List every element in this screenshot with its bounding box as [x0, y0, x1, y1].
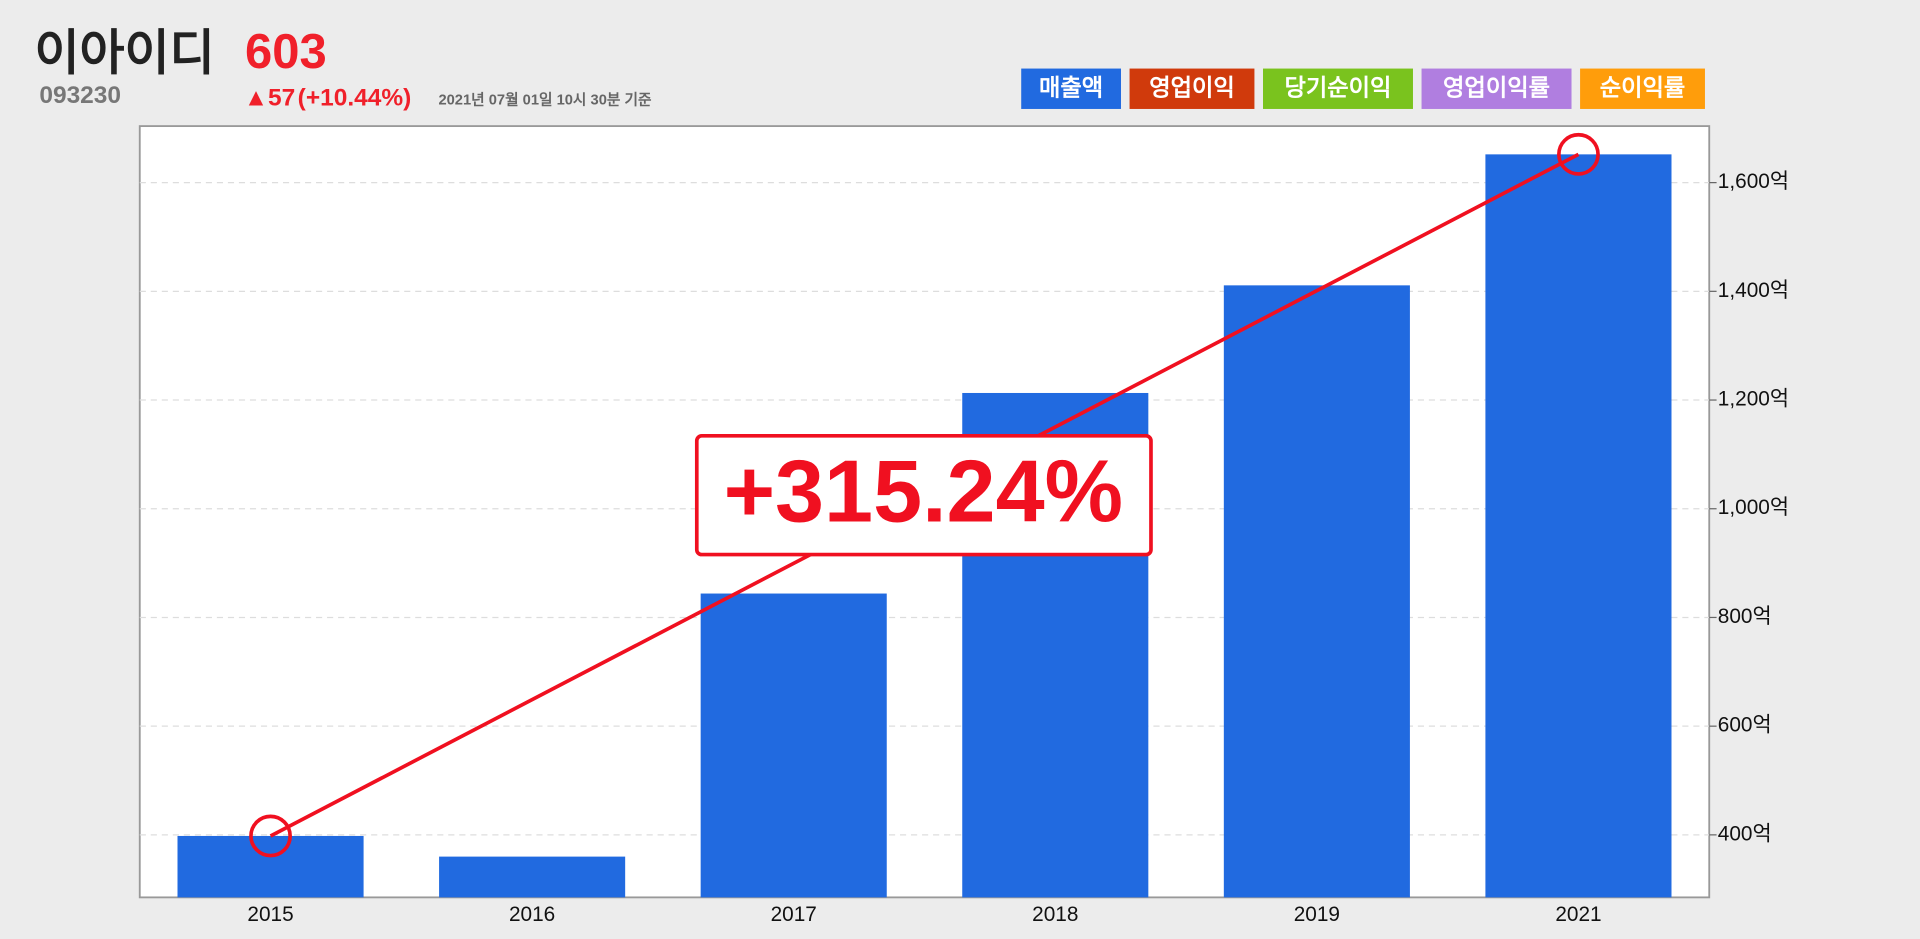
price-change-pct: (+10.44%)	[298, 85, 412, 112]
x-tick-label: 2019	[1294, 903, 1340, 926]
bar	[1223, 285, 1410, 898]
legend-button[interactable]	[1021, 68, 1121, 109]
y-tick-label: 600억	[1718, 714, 1772, 737]
timestamp: 2021년 07월 01일 10시 30분 기준	[438, 91, 652, 108]
legend-button[interactable]	[1421, 68, 1572, 109]
y-tick-label: 400억	[1718, 822, 1772, 845]
y-tick-label: 1,000억	[1718, 496, 1789, 519]
x-tick-label: 2017	[771, 903, 817, 926]
bar	[1485, 154, 1672, 898]
y-tick-label: 1,200억	[1718, 388, 1789, 411]
legend-label[interactable]: 영업이익	[1149, 75, 1235, 101]
annotation-text: +315.24%	[724, 442, 1123, 541]
bar	[439, 856, 626, 898]
legend-button[interactable]	[1263, 68, 1413, 109]
stock-code: 093230	[39, 82, 121, 109]
legend-button[interactable]	[1580, 68, 1705, 109]
x-tick-label: 2016	[509, 903, 555, 926]
y-tick-label: 1,600억	[1718, 170, 1789, 193]
legend-label[interactable]: 순이익률	[1600, 75, 1686, 101]
bar	[177, 835, 364, 898]
stock-price: 603	[245, 25, 327, 79]
stock-name: 이아이디	[34, 26, 214, 80]
growth-end-marker	[1557, 132, 1600, 176]
y-tick-label: 1,400억	[1718, 279, 1789, 302]
growth-start-marker	[249, 814, 292, 858]
price-change: ▲57	[244, 85, 295, 112]
legend-label[interactable]: 영업이익률	[1443, 75, 1550, 101]
x-tick-label: 2015	[247, 903, 293, 926]
legend-button[interactable]	[1129, 68, 1255, 109]
x-tick-label: 2021	[1555, 903, 1601, 926]
x-tick-label: 2018	[1032, 903, 1078, 926]
legend-label[interactable]: 당기순이익	[1285, 75, 1392, 101]
legend-label[interactable]: 매출액	[1039, 75, 1103, 101]
y-tick-label: 800억	[1718, 605, 1772, 628]
bar	[700, 593, 887, 898]
annotation-box	[694, 433, 1153, 557]
